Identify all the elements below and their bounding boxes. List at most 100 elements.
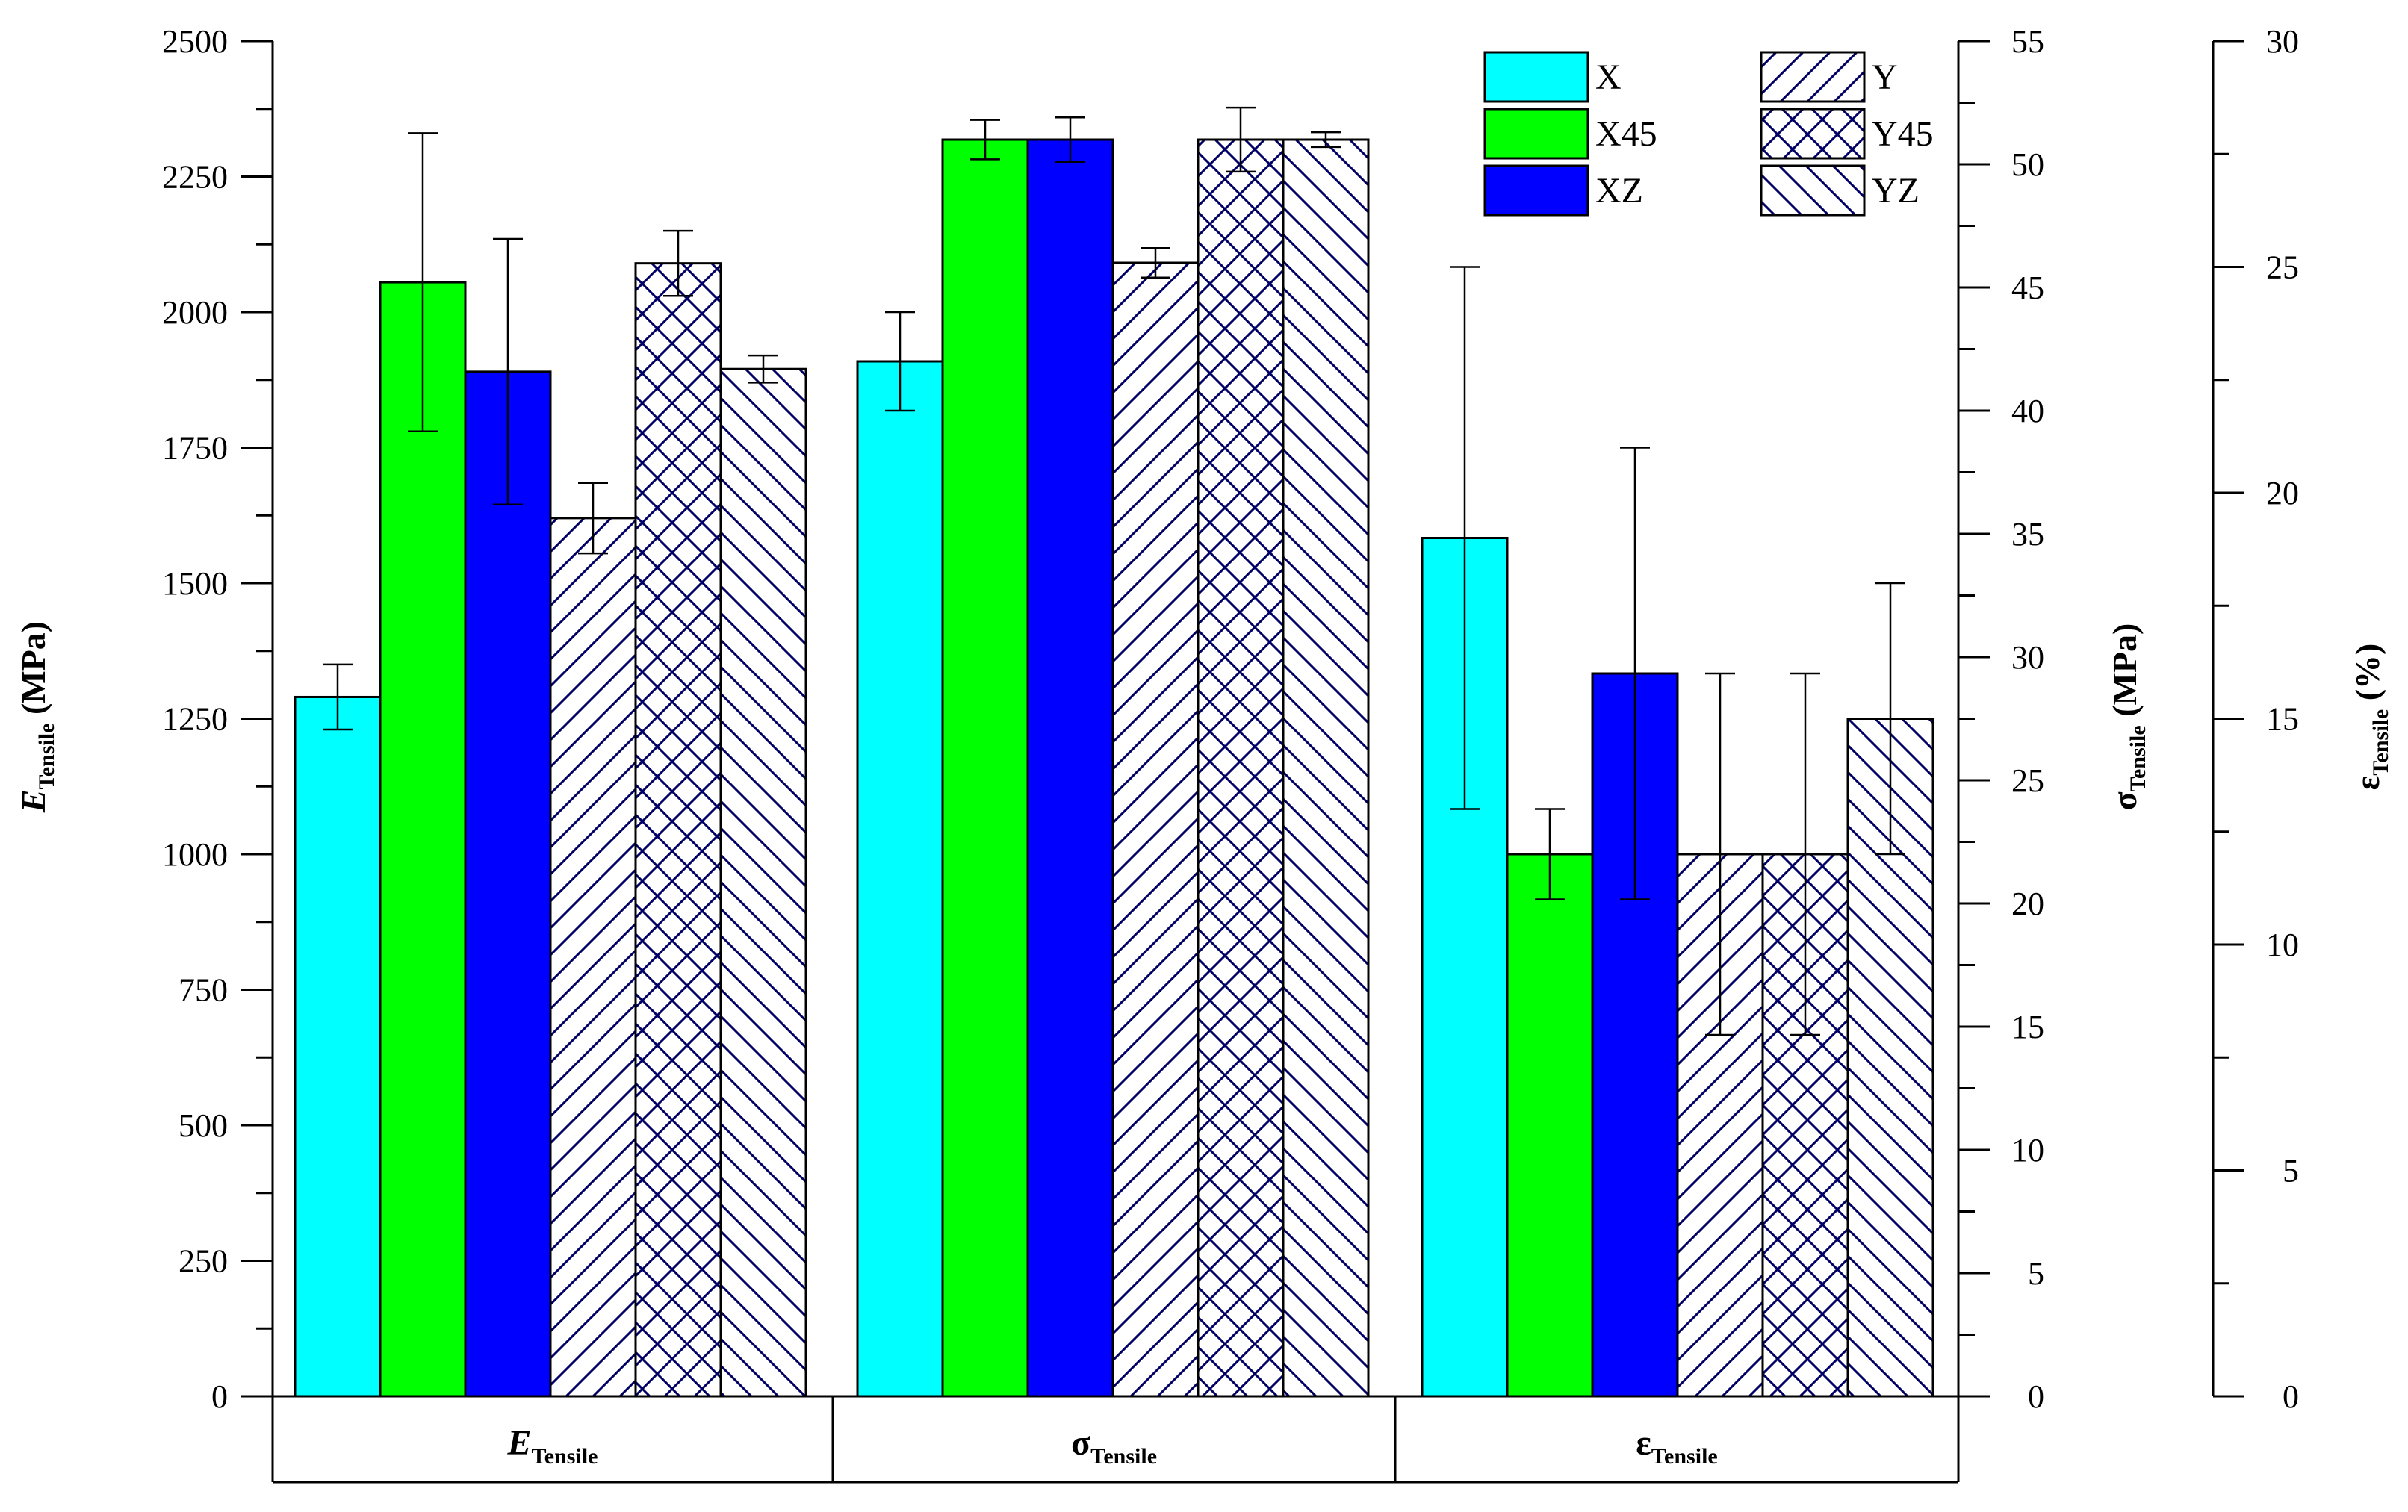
error-bar-y45-0 <box>663 229 693 297</box>
right2-axis-title-sub: Tensile <box>2368 709 2393 776</box>
right1-tick-label: 50 <box>2011 146 2044 183</box>
right1-tick-label: 55 <box>2011 23 2044 60</box>
right1-tick-label: 10 <box>2011 1132 2044 1169</box>
bar-x45-tensile-1 <box>941 138 1029 1398</box>
left-tick-label: 2000 <box>162 294 228 331</box>
legend-swatch-yz <box>1760 164 1866 217</box>
legend-item-y45: Y45 <box>1760 108 1934 160</box>
group-label-sub: Tensile <box>1090 1444 1157 1469</box>
left-tick-label: 1000 <box>162 836 228 873</box>
legend-item-xz: XZ <box>1483 164 1643 217</box>
right2-tick-label: 20 <box>2266 475 2299 511</box>
bar-x45-tensile-2 <box>1506 853 1594 1398</box>
error-bar-xz-1 <box>1055 116 1085 163</box>
bar-xz-tensile-0 <box>464 370 552 1398</box>
error-bar-yz-1 <box>1311 131 1341 149</box>
legend-label-yz: YZ <box>1872 171 1920 211</box>
legend-item-x: X <box>1483 51 1622 103</box>
bar-x45-tensile-0 <box>379 281 467 1398</box>
right2-tick-label: 10 <box>2266 927 2299 963</box>
error-bar-x45-1 <box>970 119 1000 161</box>
error-bar-y45-1 <box>1226 106 1256 173</box>
left-tick-label: 500 <box>179 1107 228 1144</box>
right1-axis-title: σTensile (MPa) <box>2106 623 2150 811</box>
right2-axis-title-unit: (%) <box>2348 644 2386 709</box>
legend-swatch-y <box>1760 51 1866 103</box>
legend-item-x45: X45 <box>1483 108 1657 160</box>
error-bar-x45-0 <box>408 132 438 432</box>
right1-tick-label: 0 <box>2028 1378 2044 1415</box>
left-axis-title-sub: Tensile <box>34 724 59 790</box>
left-tick-label: 2250 <box>162 159 228 196</box>
left-axis-title: ETensile (MPa) <box>14 621 59 813</box>
group-label-sub: Tensile <box>1651 1444 1718 1469</box>
right1-tick-label: 5 <box>2028 1255 2044 1292</box>
error-bar-y45-2 <box>1790 672 1820 1036</box>
group-label-sub: Tensile <box>532 1444 598 1469</box>
legend-swatch-xz <box>1483 164 1589 217</box>
error-bar-yz-2 <box>1875 582 1905 856</box>
bar-y45-tensile-2 <box>1761 853 1849 1398</box>
right1-tick-label: 20 <box>2011 886 2044 922</box>
bar-y-tensile-0 <box>549 517 637 1398</box>
group-label-2: εTensile <box>1636 1423 1717 1469</box>
error-bar-y-2 <box>1705 672 1735 1036</box>
right1-tick-label: 40 <box>2011 393 2044 429</box>
left-tick-label: 0 <box>211 1378 228 1415</box>
legend-label-x: X <box>1595 57 1622 97</box>
right2-tick-label: 30 <box>2266 23 2299 60</box>
bar-y-tensile-1 <box>1111 261 1200 1398</box>
legend-item-yz: YZ <box>1760 164 1920 217</box>
error-bar-y-1 <box>1141 246 1170 279</box>
left-tick-label: 750 <box>179 972 228 1009</box>
bar-x-tensile-1 <box>856 360 944 1398</box>
error-bar-x45-2 <box>1535 808 1565 900</box>
bar-y45-tensile-0 <box>634 262 722 1398</box>
bar-y45-tensile-1 <box>1197 138 1285 1398</box>
error-bar-x-1 <box>885 311 915 412</box>
left-tick-label: 1500 <box>162 565 228 602</box>
bar-x-tensile-0 <box>294 695 382 1398</box>
right1-axis-title-unit: (MPa) <box>2106 623 2144 726</box>
right2-tick-label: 5 <box>2283 1153 2299 1189</box>
legend-swatch-y45 <box>1760 108 1866 160</box>
legend-label-y: Y <box>1872 57 1898 97</box>
legend-item-y: Y <box>1760 51 1898 103</box>
legend-label-x45: X45 <box>1595 114 1657 154</box>
right1-axis-title-main: σ <box>2106 791 2144 810</box>
bar-yz-tensile-1 <box>1282 138 1370 1398</box>
right2-tick-label: 25 <box>2266 249 2299 286</box>
right1-tick-label: 45 <box>2011 270 2044 306</box>
group-label-main: E <box>507 1423 532 1463</box>
error-bar-y-0 <box>578 482 608 555</box>
error-bar-xz-0 <box>493 237 523 505</box>
right1-tick-label: 30 <box>2011 639 2044 676</box>
right1-tick-label: 25 <box>2011 762 2044 799</box>
right2-axis-title: εTensile (%) <box>2348 644 2393 791</box>
error-bar-x-2 <box>1450 266 1480 810</box>
left-tick-label: 1250 <box>162 701 228 738</box>
group-label-main: ε <box>1636 1423 1651 1463</box>
left-tick-label: 2500 <box>162 23 228 60</box>
error-bar-yz-0 <box>748 354 778 384</box>
legend-swatch-x <box>1483 51 1589 103</box>
group-label-1: σTensile <box>1071 1423 1157 1469</box>
bar-yz-tensile-0 <box>719 367 807 1398</box>
right1-tick-label: 15 <box>2011 1009 2044 1045</box>
error-bar-xz-2 <box>1620 447 1650 900</box>
group-label-main: σ <box>1071 1423 1090 1463</box>
right2-tick-label: 0 <box>2283 1378 2299 1415</box>
right1-axis-title-sub: Tensile <box>2126 725 2150 791</box>
left-axis-title-unit: (MPa) <box>14 621 52 724</box>
right2-tick-label: 15 <box>2266 701 2299 738</box>
bar-xz-tensile-1 <box>1026 138 1114 1398</box>
legend-swatch-x45 <box>1483 108 1589 160</box>
right1-tick-label: 35 <box>2011 516 2044 553</box>
group-label-0: ETensile <box>507 1423 598 1469</box>
left-axis-title-main: E <box>14 789 52 813</box>
legend-label-xz: XZ <box>1595 171 1643 211</box>
left-tick-label: 250 <box>179 1243 228 1280</box>
left-tick-label: 1750 <box>162 430 228 467</box>
legend-label-y45: Y45 <box>1872 114 1934 154</box>
